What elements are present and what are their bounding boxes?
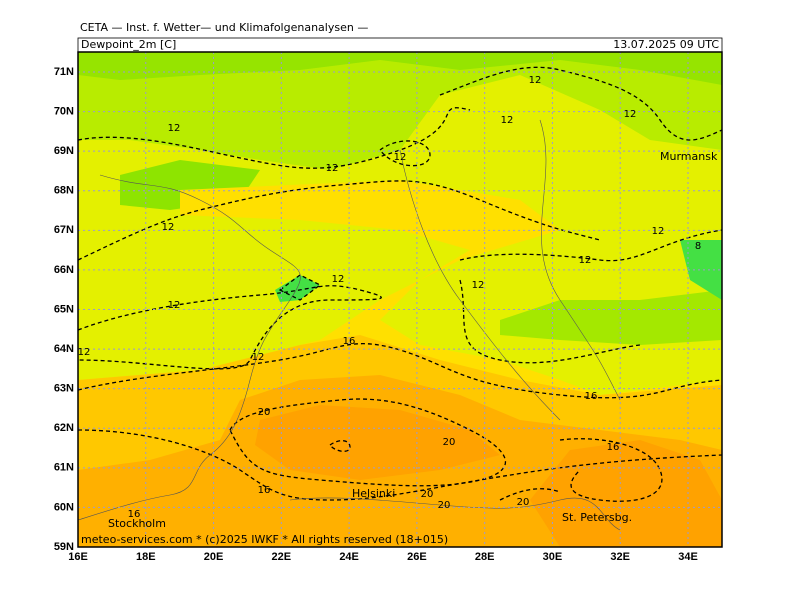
contour-label: 12 xyxy=(624,109,637,120)
lon-label: 20E xyxy=(204,551,224,563)
contour-label: 12 xyxy=(168,123,181,134)
city-label: Stockholm xyxy=(108,517,166,530)
lat-label: 67N xyxy=(54,224,74,236)
graticule xyxy=(78,52,722,547)
contour-label: 12 xyxy=(252,352,265,363)
contour-label: 20 xyxy=(443,437,456,448)
lat-label: 63N xyxy=(54,383,74,395)
contour-label: 16 xyxy=(343,336,356,347)
lat-label: 60N xyxy=(54,501,74,513)
contour-label: 16 xyxy=(258,485,271,496)
valid-time: 13.07.2025 09 UTC xyxy=(613,38,719,51)
lon-label: 18E xyxy=(136,551,156,563)
lat-label: 71N xyxy=(54,66,74,78)
contour-label: 16 xyxy=(128,509,141,520)
contour-label: 12 xyxy=(168,300,181,311)
lon-label: 22E xyxy=(272,551,292,563)
lat-label: 62N xyxy=(54,422,74,434)
contour-label: 12 xyxy=(78,347,91,358)
lat-label: 69N xyxy=(54,145,74,157)
lon-label: 34E xyxy=(678,551,698,563)
lat-label: 64N xyxy=(54,343,74,355)
city-label: St. Petersbg. xyxy=(562,511,632,524)
lat-label: 61N xyxy=(54,462,74,474)
contour-label: 12 xyxy=(579,255,592,266)
contour-label: 16 xyxy=(585,391,598,402)
contour-label: 12 xyxy=(162,222,175,233)
contour-label: 12 xyxy=(394,152,407,163)
field-label: Dewpoint_2m [C] xyxy=(81,38,176,51)
contour-label: 12 xyxy=(652,226,665,237)
contour-label: 12 xyxy=(472,280,485,291)
lon-label: 30E xyxy=(543,551,563,563)
lon-label: 32E xyxy=(610,551,630,563)
header-title: CETA — Inst. f. Wetter— und Klimafolgena… xyxy=(80,21,368,34)
contour-label: 20 xyxy=(517,497,530,508)
footer: meteo-services.com * (c)2025 IWKF * All … xyxy=(81,533,448,546)
lat-label: 65N xyxy=(54,303,74,315)
field xyxy=(78,52,722,547)
lon-label: 24E xyxy=(339,551,359,563)
contour-label: 12 xyxy=(529,75,542,86)
contour-label: 12 xyxy=(326,163,339,174)
city-label: Murmansk xyxy=(660,150,718,163)
lon-label: 28E xyxy=(475,551,495,563)
contour-label: 20 xyxy=(421,489,434,500)
map-frame xyxy=(77,51,723,548)
city-label: Helsinki xyxy=(352,487,395,500)
lon-label: 16E xyxy=(68,551,88,563)
contour-label: 20 xyxy=(438,500,451,511)
lon-label: 26E xyxy=(407,551,427,563)
lat-label: 70N xyxy=(54,105,74,117)
contour-label: 16 xyxy=(607,442,620,453)
contour-label: 12 xyxy=(332,274,345,285)
lat-label: 59N xyxy=(54,541,74,553)
contour-label: 20 xyxy=(258,407,271,418)
lat-label: 66N xyxy=(54,264,74,276)
contour-label: 8 xyxy=(695,241,701,252)
lat-label: 68N xyxy=(54,185,74,197)
contour-label: 12 xyxy=(501,115,514,126)
